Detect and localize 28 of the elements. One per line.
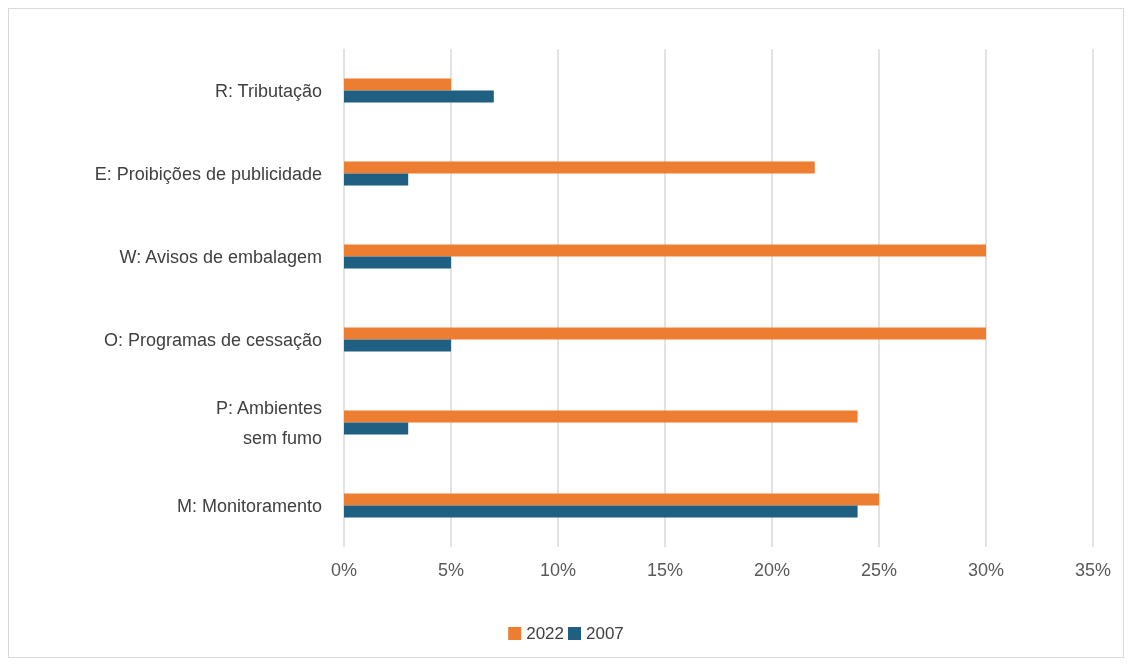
bar — [344, 327, 986, 340]
bar — [344, 339, 451, 352]
y-tick-label: P: Ambientes sem fumo — [215, 397, 322, 448]
x-tick-label: 15% — [646, 560, 684, 580]
y-tick-label: O: Programas de cessação — [103, 329, 322, 350]
x-tick-label: 20% — [753, 560, 791, 580]
bar — [344, 244, 986, 257]
bar — [344, 505, 858, 518]
bar — [344, 173, 409, 186]
bar — [344, 410, 858, 423]
x-tick-label: 35% — [1074, 560, 1112, 580]
bar — [344, 493, 879, 506]
y-tick-label: M: Monitoramento — [176, 495, 322, 516]
legend-label: 2007 — [586, 624, 624, 643]
bar — [344, 90, 494, 103]
x-tick-label: 25% — [860, 560, 898, 580]
bar — [344, 161, 815, 174]
y-tick-label: R: Tributação — [214, 80, 322, 101]
bar — [344, 422, 409, 435]
x-tick-label: 10% — [539, 560, 577, 580]
bar — [344, 256, 451, 269]
x-tick-label: 30% — [967, 560, 1005, 580]
x-tick-label: 0% — [330, 560, 358, 580]
bar — [344, 78, 451, 91]
y-tick-label: E: Proibições de publicidade — [94, 163, 322, 184]
legend-label: 2022 — [526, 624, 565, 643]
y-tick-label: W: Avisos de embalagem — [119, 246, 322, 267]
x-tick-label: 5% — [437, 560, 465, 580]
